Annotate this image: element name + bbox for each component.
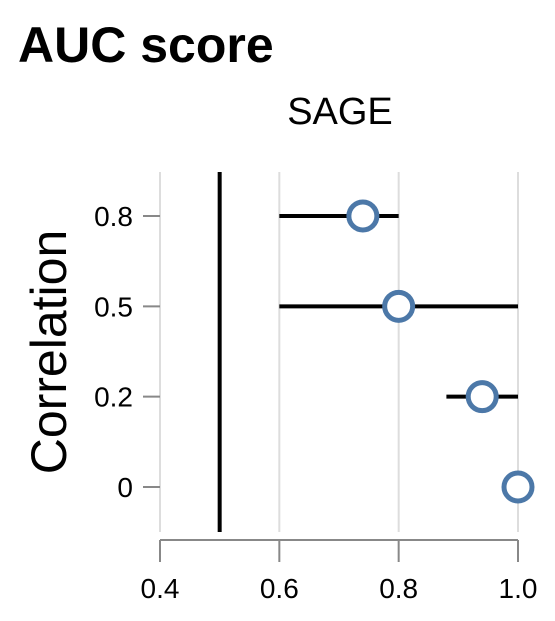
y-tick-label-2: 0.2: [94, 382, 133, 413]
y-tick-label-1: 0.5: [94, 291, 133, 322]
y-tick-label-0: 0.8: [94, 201, 133, 232]
data-point-3: [501, 470, 535, 504]
facet-label: SAGE: [287, 91, 393, 133]
x-tick-label-1: 0.6: [260, 573, 299, 604]
x-tick-label-3: 1.0: [499, 573, 538, 604]
grid: [159, 172, 519, 532]
x-tick-label-0: 0.4: [141, 573, 180, 604]
data-point-1: [382, 289, 416, 323]
data-points: [346, 199, 535, 504]
chart-title: AUC score: [18, 17, 274, 73]
y-tick-label-3: 0: [117, 472, 133, 503]
data-point-2: [465, 380, 499, 414]
y-axis: 0.8 0.5 0.2 0: [94, 201, 160, 503]
y-axis-title: Correlation: [21, 230, 77, 475]
x-axis: 0.4 0.6 0.8 1.0: [141, 539, 538, 604]
x-tick-label-2: 0.8: [379, 573, 418, 604]
data-point-0: [346, 199, 380, 233]
